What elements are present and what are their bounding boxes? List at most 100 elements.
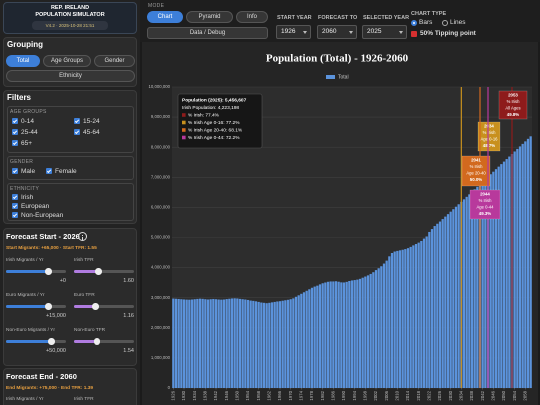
forecast-end-panel: [3, 368, 137, 405]
forecast-summary: End Migrants: +75,000 · End TFR: 1.39: [6, 386, 94, 391]
mode-button[interactable]: Chart: [147, 11, 183, 23]
bar: [265, 303, 268, 388]
bar: [452, 209, 455, 388]
y-tick-label: 5,000,000: [151, 235, 171, 240]
bar: [233, 298, 236, 388]
age-checkbox[interactable]: 25-44: [12, 129, 38, 136]
tipping-box: [498, 90, 528, 120]
x-tick-label: 1946: [224, 390, 229, 400]
debug-button[interactable]: Data / Debug: [147, 27, 268, 39]
x-tick-label: 1938: [202, 390, 207, 400]
bar: [284, 300, 287, 388]
bar: [257, 301, 260, 388]
slider-knob[interactable]: [45, 268, 52, 275]
checkbox-box: [12, 129, 18, 136]
slider-value: 1.16: [123, 313, 134, 319]
slider-label: Irish Migrants / Yr: [6, 397, 44, 402]
x-tick-label: 1974: [298, 390, 303, 400]
info-icon[interactable]: [78, 232, 87, 241]
slider-knob[interactable]: [48, 338, 55, 345]
bar: [182, 299, 186, 388]
bar: [366, 275, 370, 388]
year-select[interactable]: 2060: [317, 25, 357, 39]
bar: [406, 248, 410, 388]
bar: [177, 298, 180, 388]
bar: [324, 282, 327, 388]
tooltip-bullet: [182, 113, 186, 117]
checkbox-box: [12, 194, 18, 201]
y-tick-label: 0: [168, 385, 171, 390]
tipping-value: 49.8%: [507, 112, 520, 117]
bar: [374, 270, 378, 388]
bar: [382, 263, 386, 388]
bar: [332, 281, 335, 388]
mode-button[interactable]: Info: [236, 11, 268, 23]
bar: [270, 302, 274, 388]
bar: [276, 301, 279, 388]
grouping-button[interactable]: Total: [6, 55, 40, 67]
slider-track[interactable]: [74, 305, 134, 308]
year-select[interactable]: 1926: [276, 25, 311, 39]
bar: [441, 219, 444, 388]
tipping-year: 2041: [471, 158, 481, 163]
chart: Population (Total) - 1926-2060 0 1,000,000…: [142, 42, 538, 405]
x-tick-label: 1970: [288, 390, 293, 400]
y-tick-label: 9,000,000: [151, 114, 171, 119]
bar: [300, 293, 303, 388]
tooltip-bullet: [182, 120, 186, 125]
slider-knob[interactable]: [92, 303, 99, 310]
bar: [326, 281, 330, 388]
grouping-button[interactable]: Gender: [94, 55, 135, 67]
tooltip-line: Population (2025): 5,456,607: [182, 97, 247, 103]
bar: [225, 299, 228, 388]
grouping-button[interactable]: Age Groups: [43, 55, 91, 67]
bar: [201, 298, 204, 388]
slider-knob[interactable]: [95, 268, 102, 275]
year-select[interactable]: 2025: [362, 25, 407, 39]
bar: [358, 278, 362, 388]
age-checkbox[interactable]: 45-64: [74, 129, 100, 136]
slider-track[interactable]: [74, 340, 134, 343]
bar: [212, 298, 215, 388]
filter-heading: ETHNICITY: [10, 186, 40, 192]
bar: [420, 240, 423, 388]
info-icon-dot: [82, 234, 84, 236]
radio[interactable]: [442, 19, 448, 26]
gender-checkbox[interactable]: Female: [46, 168, 77, 175]
y-tick-label: 2,000,000: [151, 325, 171, 330]
grouping-button[interactable]: Ethnicity: [6, 70, 135, 82]
slider-track[interactable]: [74, 270, 134, 273]
tooltip-item: % Irish: 77.4%: [188, 112, 220, 118]
slider-knob[interactable]: [93, 338, 101, 345]
grouping-title: Grouping: [7, 40, 43, 49]
bar: [185, 299, 188, 388]
mode-button[interactable]: Pyramid: [186, 11, 233, 23]
x-tick-label: 2058: [522, 390, 527, 400]
radio[interactable]: [411, 19, 417, 26]
ethnicity-checkbox[interactable]: European: [12, 203, 49, 210]
slider-knob[interactable]: [45, 303, 52, 310]
age-checkbox[interactable]: 15-24: [74, 118, 100, 125]
slider-fill: [6, 340, 51, 343]
bar: [398, 250, 402, 388]
ethnicity-checkbox[interactable]: Irish: [12, 194, 33, 201]
x-tick-label: 2002: [373, 390, 378, 400]
checkbox-label: Irish: [21, 194, 34, 201]
bar: [174, 298, 178, 388]
tipping-checkbox[interactable]: [411, 30, 417, 37]
slider-label: Non-Euro TFR: [74, 328, 106, 333]
bar: [372, 272, 375, 388]
checkbox-box: [74, 118, 80, 125]
gender-checkbox[interactable]: Male: [12, 168, 35, 175]
age-checkbox[interactable]: 65+: [12, 140, 32, 147]
bar: [508, 156, 511, 388]
y-tick-label: 6,000,000: [151, 205, 171, 210]
tipping-year: 2034: [484, 124, 494, 129]
bar: [502, 161, 506, 388]
bar: [409, 246, 412, 388]
bar: [345, 281, 348, 388]
checkbox-box: [12, 203, 18, 210]
age-checkbox[interactable]: 0-14: [12, 118, 34, 125]
ethnicity-checkbox[interactable]: Non-European: [12, 212, 63, 219]
bar: [505, 159, 508, 388]
